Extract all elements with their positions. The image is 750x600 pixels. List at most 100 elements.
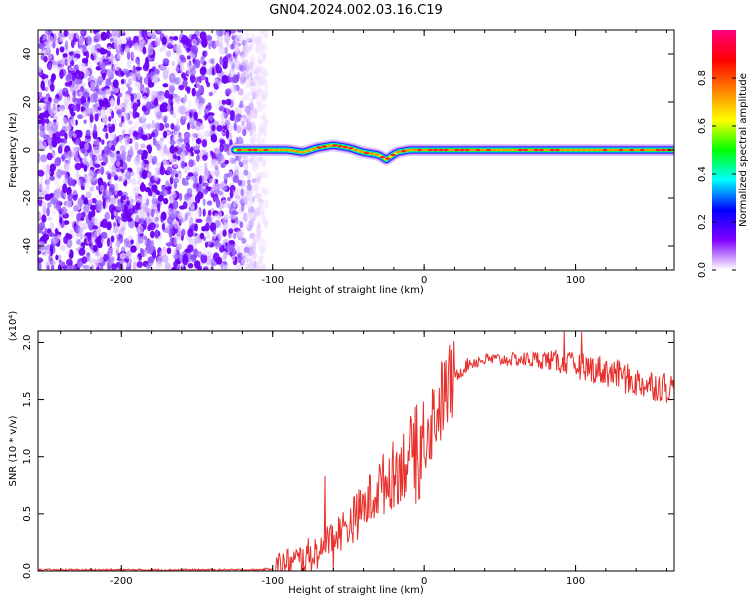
noise-blob — [102, 73, 106, 81]
ridge-peak — [475, 148, 481, 152]
noise-blob — [46, 152, 53, 161]
noise-blob — [232, 200, 238, 208]
noise-blob — [172, 99, 176, 104]
noise-blob — [220, 112, 227, 120]
noise-blob — [191, 132, 196, 142]
noise-blob — [118, 122, 123, 128]
noise-blob — [47, 35, 54, 43]
noise-blob — [218, 45, 226, 55]
noise-blob — [166, 207, 173, 216]
noise-blob — [209, 178, 216, 184]
colorbar-ticks: 0.0 0.2 0.4 0.6 0.8 — [697, 70, 736, 278]
noise-blob — [57, 264, 62, 270]
noise-blob — [136, 149, 144, 156]
noise-blob — [222, 186, 228, 191]
ridge-peak — [241, 148, 248, 152]
noise-blob — [76, 258, 83, 269]
noise-blob — [57, 145, 63, 154]
noise-blob — [137, 84, 145, 92]
noise-blob — [38, 119, 44, 124]
ridge-peak — [559, 148, 566, 152]
noise-blob — [212, 229, 217, 240]
noise-blob — [124, 135, 131, 145]
noise-blob — [159, 46, 163, 53]
noise-blob — [194, 236, 200, 245]
noise-blob — [81, 44, 87, 54]
signal-ridge — [228, 139, 674, 166]
noise-blob — [142, 235, 147, 245]
noise-blob — [151, 208, 155, 218]
noise-blob — [142, 63, 149, 72]
noise-blob — [67, 57, 71, 66]
noise-blob — [243, 169, 249, 176]
noise-blob — [208, 43, 212, 50]
noise-blob — [138, 224, 144, 235]
noise-blob — [256, 198, 264, 203]
noise-blob — [147, 171, 153, 178]
noise-blob — [172, 187, 176, 196]
noise-blob — [210, 170, 216, 176]
ridge-peak — [268, 148, 275, 152]
noise-blob — [140, 143, 146, 149]
noise-blob — [74, 162, 82, 171]
noise-blob — [224, 116, 231, 125]
noise-blob — [168, 152, 174, 163]
noise-blob — [214, 213, 219, 219]
noise-blob — [87, 234, 91, 242]
noise-blob — [100, 166, 104, 176]
noise-blob — [239, 221, 244, 229]
noise-blob — [44, 169, 51, 176]
noise-blob — [46, 164, 50, 172]
noise-blob — [126, 200, 130, 206]
noise-blob — [41, 116, 46, 126]
noise-blob — [78, 36, 83, 46]
noise-blob — [99, 264, 104, 270]
noise-blob — [71, 72, 77, 82]
noise-blob — [250, 97, 254, 104]
noise-blob — [119, 253, 127, 259]
ridge-peak — [618, 148, 624, 152]
noise-blob — [230, 110, 235, 118]
noise-blob — [63, 220, 70, 226]
noise-blob — [102, 198, 106, 209]
noise-blob — [131, 52, 136, 60]
noise-blob — [156, 30, 161, 35]
noise-blob — [239, 76, 246, 85]
noise-blob — [165, 50, 172, 58]
noise-blob — [222, 229, 227, 237]
noise-blob — [56, 222, 62, 231]
noise-blob — [106, 229, 114, 236]
noise-blob — [49, 83, 55, 92]
noise-blob — [115, 204, 122, 211]
noise-blob — [161, 36, 167, 45]
noise-blob — [141, 95, 148, 101]
noise-blob — [232, 74, 239, 84]
noise-blob — [64, 40, 69, 51]
noise-blob — [170, 31, 175, 37]
noise-blob — [89, 114, 94, 123]
noise-blob — [198, 85, 204, 94]
noise-blob — [65, 165, 73, 172]
noise-blob — [250, 88, 254, 98]
noise-blob — [211, 67, 215, 76]
noise-blob — [205, 35, 213, 41]
noise-blob — [134, 112, 140, 118]
noise-blob — [260, 201, 265, 208]
noise-blob — [226, 31, 230, 37]
noise-blob — [180, 151, 186, 160]
noise-blob — [145, 264, 151, 269]
noise-blob — [126, 31, 130, 40]
noise-blob — [246, 183, 252, 192]
noise-blob — [61, 206, 67, 216]
noise-blob — [156, 106, 161, 112]
noise-blob — [132, 256, 140, 263]
noise-blob — [94, 259, 99, 268]
ridge-peak — [374, 153, 381, 156]
noise-blob — [45, 181, 51, 190]
noise-blob — [143, 219, 147, 230]
noise-blob — [232, 247, 236, 257]
noise-blob — [202, 182, 209, 187]
noise-blob — [215, 63, 220, 71]
noise-blob — [231, 210, 239, 216]
noise-blob — [69, 107, 74, 115]
